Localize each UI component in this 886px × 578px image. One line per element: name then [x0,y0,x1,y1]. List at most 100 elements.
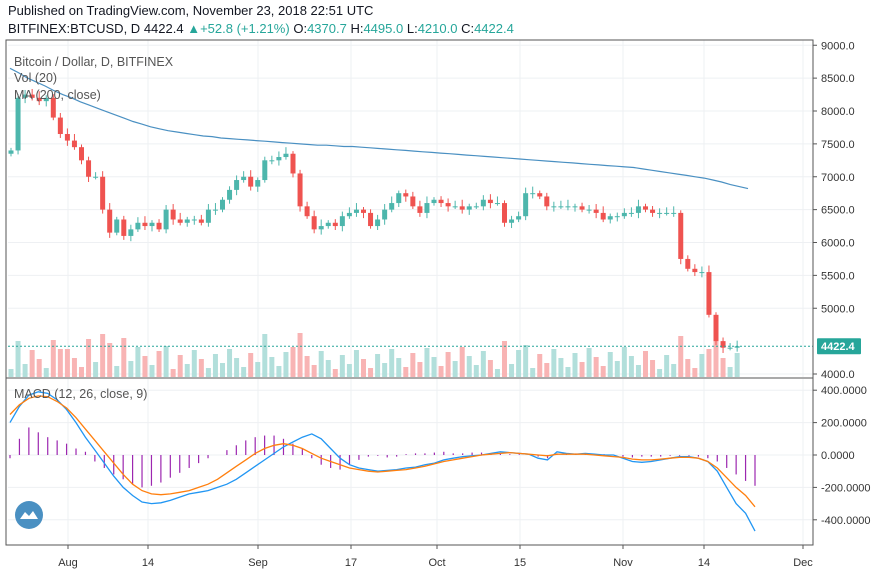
volume-bar [297,333,303,377]
volume-bar [170,369,176,377]
candle-body [487,199,493,204]
volume-bar [71,358,77,377]
up-triangle-icon: ▲ [187,21,201,36]
last-price-tag: 4422.4 [817,338,861,355]
volume-bar [586,348,592,377]
tradingview-logo-icon [15,501,43,529]
candle-body [64,134,70,141]
candle-body [551,206,557,208]
candle-body [276,157,282,161]
high-value: 4495.0 [363,21,404,36]
candle-body [255,180,261,187]
candle-body [537,193,543,197]
legend-volume: Vol (20) [14,71,57,85]
volume-bar [114,366,120,377]
volume-bar [339,355,345,377]
volume-bar [459,347,465,377]
candle-body [734,346,740,348]
candle-body [318,226,324,230]
candle-body [100,176,106,210]
candle-body [22,94,28,98]
candle-body [248,176,254,187]
time-axis: Aug 14 Sep 17 Oct 15 Nov 14 Dec [58,545,813,569]
candle-body [579,206,585,210]
candle-body [325,222,331,227]
volume-bar [600,366,606,377]
volume-bar [234,358,240,377]
time-tick-label: 17 [345,557,357,569]
candle-body [480,199,486,207]
high-label: H: [350,21,364,36]
price-tick-label: 7500.0 [821,139,855,151]
macd-axis: 400.0000 200.0000 0.0000 -200.0000 -400.0000 [813,385,871,527]
symbol-label: BITFINEX:BTCUSD, D [8,21,141,36]
volume-bar [43,368,49,377]
volume-bar [149,365,155,377]
price-tick-label: 6000.0 [821,238,855,250]
candle-body [93,176,99,178]
volume-bar [445,352,451,377]
volume-bar [382,363,388,377]
volume-bar [255,362,261,377]
candle-body [191,219,197,221]
candle-body [121,219,127,236]
volume-bar [635,365,641,377]
last-price: 4422.4 [143,21,184,36]
volume-bar [290,347,296,377]
volume-bar [107,343,113,377]
candle-body [262,160,268,181]
candle-body [494,203,500,205]
volume-bar [361,359,366,377]
candle-body [452,206,458,208]
volume-bar [466,356,472,377]
candle-body [43,97,49,102]
candle-body [431,199,437,204]
candle-body [664,212,670,214]
volume-bar [269,357,275,377]
volume-bar [544,363,550,377]
candle-body [57,117,63,135]
candle-body [353,209,359,213]
candle-body [297,173,303,207]
candle-body [234,180,240,190]
volume-bar [424,348,430,377]
volume-bar [614,361,620,377]
volume-bar [375,354,381,377]
volume-bar [8,369,14,377]
candle-body [706,272,712,315]
candle-body [198,219,204,223]
volume-bar [621,347,627,377]
volume-bars [8,333,740,377]
candle-body [220,199,225,210]
volume-bar [142,356,148,377]
volume-bar [558,358,564,377]
candle-body [128,229,134,236]
time-tick-label: 14 [142,557,154,569]
volume-bar [565,367,571,377]
volume-bar [15,341,21,377]
candle-body [410,196,416,207]
volume-bar [332,369,338,377]
candle-body [332,222,338,227]
candle-body [389,203,395,210]
price-tick-label: 7000.0 [821,172,855,184]
volume-bar [220,363,225,377]
candle-body [473,206,479,208]
volume-bar [487,360,493,377]
candle-body [290,153,296,174]
volume-bar [198,359,204,377]
candle-body [346,212,352,217]
volume-bar [353,350,359,377]
candle-body [650,209,656,213]
candle-body [720,341,726,348]
candle-body [502,203,507,223]
legend-ma: MA (200, close) [14,88,101,102]
candle-body [558,206,564,208]
candle-body [311,216,317,230]
volume-bar [135,347,141,377]
candle-body [241,176,247,181]
candle-body [657,212,663,214]
candle-body [36,97,42,102]
price-tick-label: 8000.0 [821,106,855,118]
